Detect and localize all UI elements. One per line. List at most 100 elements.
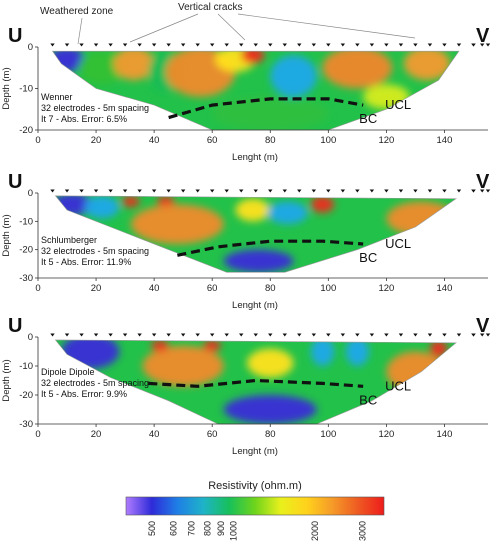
x-tick-label: 40 [149, 429, 160, 440]
y-tick-label: -20 [19, 245, 33, 256]
electrode-marker [108, 333, 113, 337]
x-tick-label: 140 [437, 283, 453, 294]
electrode-marker [239, 333, 244, 337]
electrode-marker [456, 189, 462, 193]
method-detail: 32 electrodes - 5m spacing [41, 246, 149, 256]
end-label-v: V [476, 315, 490, 337]
section-outline [54, 195, 458, 273]
x-tick-label: 40 [149, 135, 160, 146]
electrode-marker [195, 333, 200, 337]
method-info: Schlumberger 32 electrodes - 5m spacing It… [41, 235, 149, 267]
bc-boundary-line [148, 378, 364, 388]
electrode-marker [297, 333, 302, 337]
electrode-marker [398, 43, 404, 47]
x-tick-label: 20 [91, 283, 102, 294]
electrode-marker [456, 333, 462, 337]
electrode-marker [384, 43, 389, 47]
y-tick-label: -10 [19, 361, 33, 372]
colorbar-tick-label: 900 [216, 521, 226, 536]
resistivity-blob-2 [122, 195, 140, 208]
y-axis-label: Depth (m) [1, 214, 12, 256]
electrode-marker [456, 43, 462, 47]
method-name: Schlumberger [41, 235, 97, 245]
x-axis-label: Lenght (m) [232, 152, 278, 163]
method-name: Dipole Dipole [41, 367, 95, 377]
electrode-marker [384, 333, 389, 337]
resistivity-blob-3 [203, 339, 221, 352]
electrode-marker [253, 43, 258, 47]
electrode-marker [93, 43, 99, 47]
resistivity-blob-11 [212, 96, 329, 130]
electrode-marker [151, 333, 157, 337]
electrode-marker [471, 189, 476, 193]
y-tick-label: -10 [19, 84, 33, 95]
electrode-marker [340, 333, 346, 337]
y-tick-label: -30 [19, 419, 33, 430]
vertical-cracks-annotation: Vertical cracks [178, 2, 242, 13]
electrode-marker [297, 43, 302, 47]
method-detail: It 7 - Abs. Error: 6.5% [41, 114, 127, 124]
x-tick-label: 120 [378, 429, 394, 440]
electrode-row [50, 189, 491, 193]
electrode-marker [427, 333, 433, 337]
x-tick-label: 0 [35, 429, 40, 440]
resistivity-blob-6 [267, 201, 309, 225]
electrode-marker [253, 333, 258, 337]
electrode-marker [398, 333, 404, 337]
method-info: Wenner 32 electrodes - 5m spacing It 7 - A… [41, 92, 149, 124]
electrode-marker [79, 333, 84, 337]
x-tick-label: 60 [207, 429, 218, 440]
resistivity-blob-6 [345, 339, 369, 366]
resistivity-blob-2 [151, 339, 169, 352]
method-detail: It 5 - Abs. Error: 9.9% [41, 389, 127, 399]
resistivity-blob-4 [130, 204, 224, 245]
x-tick-label: 140 [437, 135, 453, 146]
x-tick-label: 100 [320, 429, 336, 440]
ucl-label: UCL [385, 378, 411, 393]
electrode-marker [224, 333, 229, 337]
electrode-marker [50, 189, 55, 193]
y-tick-label: -10 [19, 216, 33, 227]
colorbar-tick-label: 500 [147, 521, 157, 536]
electrode-marker [355, 189, 360, 193]
colorbar-tick-label: 600 [169, 521, 179, 536]
resistivity-blob-3 [157, 195, 175, 208]
resistivity-blob-5 [310, 339, 335, 366]
x-tick-label: 120 [378, 135, 394, 146]
electrode-marker [253, 189, 258, 193]
resistivity-blob-1 [84, 195, 120, 219]
electrode-marker [369, 189, 375, 193]
electrode-marker [151, 43, 157, 47]
electrode-marker [268, 43, 273, 47]
panel-2: 0 20 40 60 80 100 120 140 0 -10 -20 -30 Lenght (m) De… [1, 315, 491, 457]
electrode-marker [442, 43, 447, 47]
colorbar: Resistivity (ohm.m) 500 600 700 800 900 1000 20… [125, 480, 385, 541]
electrode-marker [64, 189, 70, 193]
y-tick-label: 0 [28, 42, 33, 53]
resistivity-blob-9 [223, 249, 294, 273]
panel-1: 0 20 40 60 80 100 120 140 0 -10 -20 -30 Lenght (m) De… [1, 171, 491, 311]
electrode-marker [355, 333, 360, 337]
resistivity-blob-9 [403, 51, 451, 81]
electrode-marker [166, 333, 171, 337]
resistivity-blob-8 [322, 51, 393, 89]
electrode-marker [93, 189, 99, 193]
x-tick-label: 0 [35, 283, 40, 294]
x-tick-label: 120 [378, 283, 394, 294]
x-tick-label: 20 [91, 429, 102, 440]
electrode-marker [340, 189, 346, 193]
electrode-marker [268, 333, 273, 337]
electrode-marker [479, 333, 485, 337]
colorbar-tick-label: 1000 [229, 521, 239, 541]
y-tick-label: -20 [19, 390, 33, 401]
y-axis-label: Depth (m) [1, 359, 12, 401]
x-tick-label: 100 [320, 135, 336, 146]
x-tick-label: 140 [437, 429, 453, 440]
x-axis-label: Lenght (m) [232, 446, 278, 457]
x-tick-label: 80 [265, 283, 276, 294]
electrode-marker [369, 333, 375, 337]
panel-0: 0 20 40 60 80 100 120 140 0 -10 -20 Lenght (m) Depth… [1, 25, 491, 163]
bc-label: BC [359, 392, 377, 407]
electrode-marker [413, 333, 418, 337]
resistivity-blob-1 [142, 345, 224, 387]
